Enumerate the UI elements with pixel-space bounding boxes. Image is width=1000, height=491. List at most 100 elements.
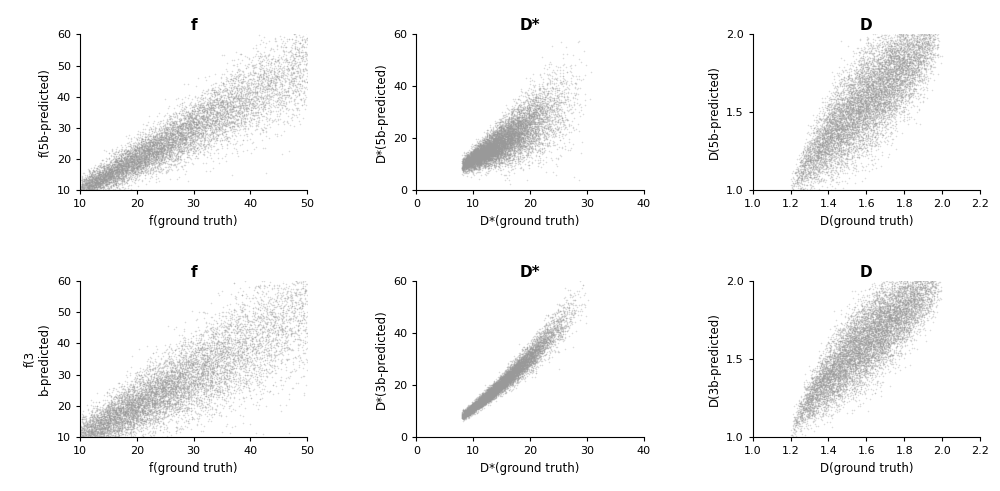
Point <box>113 417 129 425</box>
Point <box>506 371 522 379</box>
Point <box>819 368 835 376</box>
Point <box>136 166 152 174</box>
Point <box>463 159 479 166</box>
Point <box>534 345 550 353</box>
Point <box>158 387 174 395</box>
Point <box>243 380 259 388</box>
Point <box>281 315 297 323</box>
Point <box>533 333 549 341</box>
Point <box>118 170 134 178</box>
Point <box>101 415 117 423</box>
Point <box>172 122 188 130</box>
Point <box>520 120 536 128</box>
Point <box>824 363 840 371</box>
Point <box>538 133 554 140</box>
Point <box>839 95 855 103</box>
Point <box>540 79 556 87</box>
Point <box>83 428 99 436</box>
Point <box>891 63 907 71</box>
Point <box>866 345 882 353</box>
Point <box>841 140 857 148</box>
Point <box>507 368 523 376</box>
Point <box>838 378 854 386</box>
Point <box>872 69 888 77</box>
Point <box>905 295 921 303</box>
Point <box>211 380 227 387</box>
Point <box>158 140 174 148</box>
Point <box>840 323 856 331</box>
Point <box>92 418 108 426</box>
Point <box>160 144 176 152</box>
Point <box>180 128 196 136</box>
Point <box>494 383 510 391</box>
Point <box>137 167 153 175</box>
Point <box>536 339 552 347</box>
Point <box>863 112 879 120</box>
Point <box>137 160 153 167</box>
Point <box>794 411 810 419</box>
Point <box>803 400 819 408</box>
Point <box>199 373 215 381</box>
Point <box>120 417 136 425</box>
Point <box>470 401 486 409</box>
Point <box>176 121 192 129</box>
Point <box>456 411 472 419</box>
Point <box>476 398 492 406</box>
Point <box>803 160 819 167</box>
Point <box>85 428 101 436</box>
Point <box>92 429 108 436</box>
Point <box>893 72 909 80</box>
Point <box>233 114 249 122</box>
Point <box>505 130 521 138</box>
Point <box>837 352 853 359</box>
Point <box>154 147 170 155</box>
Point <box>85 438 101 446</box>
Point <box>890 302 906 310</box>
Point <box>123 419 139 427</box>
Point <box>137 161 153 169</box>
Point <box>813 391 829 399</box>
Point <box>543 108 559 116</box>
Point <box>477 391 493 399</box>
Point <box>919 269 935 276</box>
Point <box>95 430 111 437</box>
Point <box>789 416 805 424</box>
Point <box>811 138 827 146</box>
Point <box>891 53 907 60</box>
Point <box>853 317 869 325</box>
Point <box>273 284 289 292</box>
Point <box>181 406 197 414</box>
Point <box>477 151 493 159</box>
Point <box>198 390 214 398</box>
Point <box>494 118 510 126</box>
Point <box>499 126 515 134</box>
Point <box>469 401 485 409</box>
Point <box>873 102 889 110</box>
Point <box>846 149 862 157</box>
Point <box>107 168 123 176</box>
Point <box>560 84 576 92</box>
Point <box>102 409 118 417</box>
Point <box>799 382 815 390</box>
Point <box>466 165 482 173</box>
Point <box>102 419 118 427</box>
Point <box>924 44 940 52</box>
Point <box>869 130 885 137</box>
Point <box>855 98 871 106</box>
Point <box>510 363 526 371</box>
Point <box>483 389 499 397</box>
Point <box>150 148 166 156</box>
Point <box>115 170 131 178</box>
Point <box>494 373 510 381</box>
Point <box>544 106 560 113</box>
Point <box>122 387 138 395</box>
Point <box>869 304 885 312</box>
Point <box>871 293 887 301</box>
Point <box>850 82 866 89</box>
Point <box>469 144 485 152</box>
Point <box>504 143 520 151</box>
Point <box>503 130 519 138</box>
Point <box>81 448 97 456</box>
Point <box>520 91 536 99</box>
Point <box>834 368 850 376</box>
